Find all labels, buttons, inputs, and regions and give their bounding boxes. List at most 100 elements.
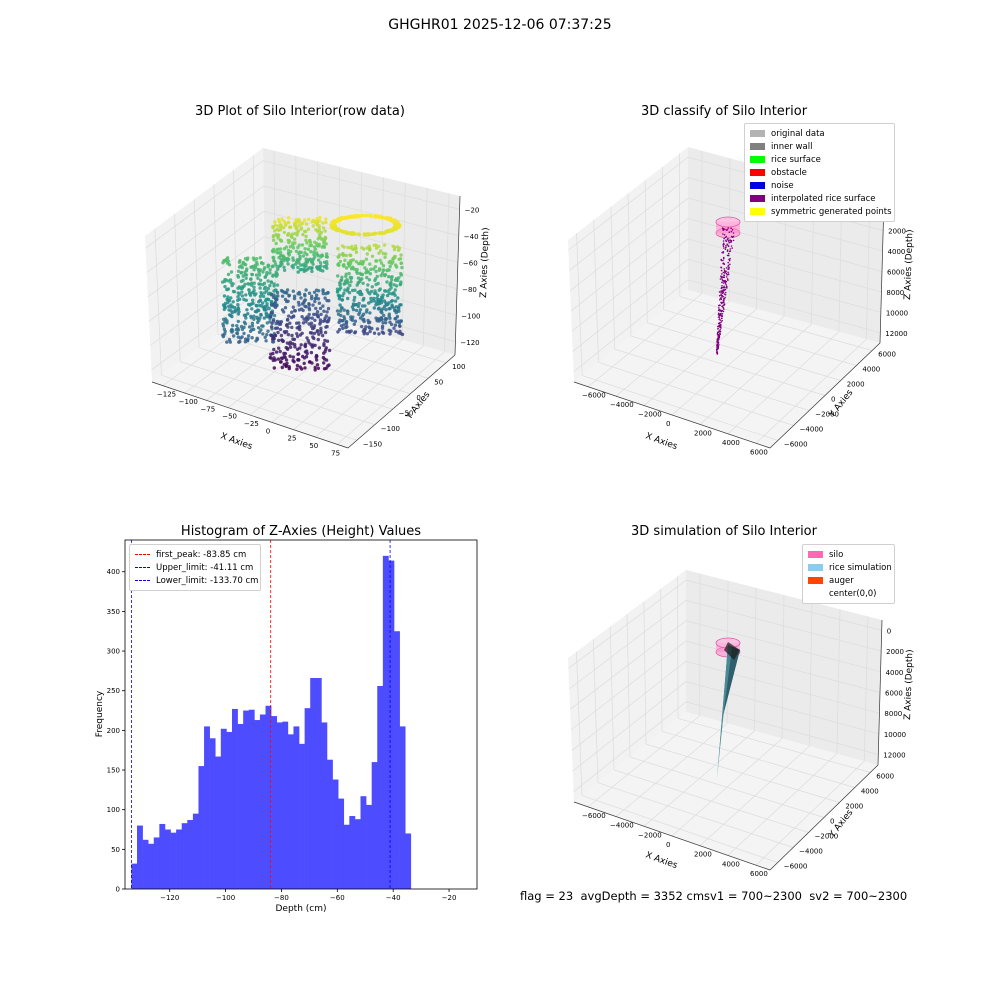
raw-point <box>266 286 270 291</box>
classify-point <box>729 263 731 266</box>
raw-point <box>336 247 340 251</box>
raw-point <box>294 222 298 227</box>
raw-point <box>279 224 283 228</box>
classify-point <box>728 250 731 253</box>
raw-point <box>349 315 353 319</box>
raw-point <box>252 317 256 321</box>
raw-point <box>397 306 401 311</box>
classify-interpolated-points <box>715 227 735 355</box>
raw-point <box>286 332 291 337</box>
raw-point <box>337 297 342 301</box>
raw-point <box>368 329 372 334</box>
raw-point <box>290 264 294 268</box>
raw-point <box>236 335 240 339</box>
raw-point <box>326 306 331 311</box>
raw-point <box>303 218 307 222</box>
classify-point <box>717 309 720 312</box>
classify-point <box>723 289 726 291</box>
raw-point <box>366 283 370 287</box>
raw-point <box>297 261 301 265</box>
raw-point <box>325 255 329 259</box>
raw-point <box>272 302 276 307</box>
raw-point <box>270 340 275 344</box>
classify-point <box>718 318 720 321</box>
raw-point <box>287 314 291 318</box>
raw-point <box>233 305 237 310</box>
classify-point <box>720 310 723 313</box>
raw-point <box>310 345 315 349</box>
raw-point <box>398 329 402 333</box>
classify-point <box>723 247 725 249</box>
raw-point <box>270 311 274 315</box>
raw-point <box>282 265 286 269</box>
raw-point <box>231 323 235 328</box>
raw-point <box>336 274 340 278</box>
raw-point <box>376 293 380 298</box>
classify-point <box>732 232 735 234</box>
raw-point <box>296 300 301 305</box>
raw-z-tick: −80 <box>462 286 477 294</box>
raw-point <box>299 296 303 300</box>
raw-point <box>262 266 267 270</box>
raw-point <box>346 312 350 316</box>
sim-y-tick: −4000 <box>799 848 823 856</box>
raw-point <box>356 276 361 280</box>
raw-point <box>397 257 401 261</box>
raw-point <box>376 307 381 311</box>
classify-point <box>722 279 725 282</box>
raw-point <box>264 311 268 315</box>
raw-point <box>250 272 254 277</box>
raw-point <box>309 324 314 328</box>
raw-point <box>381 293 385 297</box>
raw-point <box>378 258 382 262</box>
raw-point <box>382 313 386 318</box>
raw-point <box>250 336 254 340</box>
raw-point <box>341 319 345 323</box>
raw-point <box>343 288 347 292</box>
raw-point <box>275 250 279 255</box>
classify-point <box>720 291 722 293</box>
raw-point <box>275 290 280 295</box>
raw-point <box>343 281 347 285</box>
classify-point <box>715 349 718 351</box>
raw-point <box>288 345 293 349</box>
raw-point <box>291 241 295 245</box>
sim-z-tick: 10000 <box>884 731 906 739</box>
raw-point <box>252 288 256 293</box>
raw-point <box>342 315 346 319</box>
raw-point <box>380 271 385 275</box>
raw-point <box>332 226 336 230</box>
classify-point <box>723 285 725 288</box>
raw-point <box>393 299 398 303</box>
raw-point <box>306 247 310 251</box>
raw-point <box>273 333 277 338</box>
raw-point <box>304 355 309 359</box>
raw-point <box>254 257 259 261</box>
raw-point <box>313 299 317 304</box>
raw-point <box>235 331 240 336</box>
simulation-z-label: Z Axies (Depth) <box>903 649 915 720</box>
raw-point <box>367 278 372 282</box>
raw-point <box>304 238 308 242</box>
raw-point <box>226 300 230 305</box>
raw-point <box>236 275 241 279</box>
raw-point <box>377 268 381 272</box>
raw-point <box>339 278 344 282</box>
classify-point <box>724 293 727 296</box>
raw-point <box>350 288 355 293</box>
raw-point <box>257 273 262 277</box>
raw-point <box>313 247 317 251</box>
raw-point <box>258 286 262 290</box>
raw-point <box>398 224 402 228</box>
raw-point <box>355 271 359 275</box>
raw-point <box>360 304 365 308</box>
raw-point <box>254 339 258 343</box>
raw-point <box>299 343 303 347</box>
raw-point <box>358 289 362 294</box>
raw-point <box>285 318 290 322</box>
raw-point <box>250 324 255 328</box>
raw-point <box>384 321 388 325</box>
raw-point <box>307 316 311 320</box>
legend-item: rice simulation <box>808 561 892 574</box>
simulation-x-label: X Axies <box>644 850 679 871</box>
